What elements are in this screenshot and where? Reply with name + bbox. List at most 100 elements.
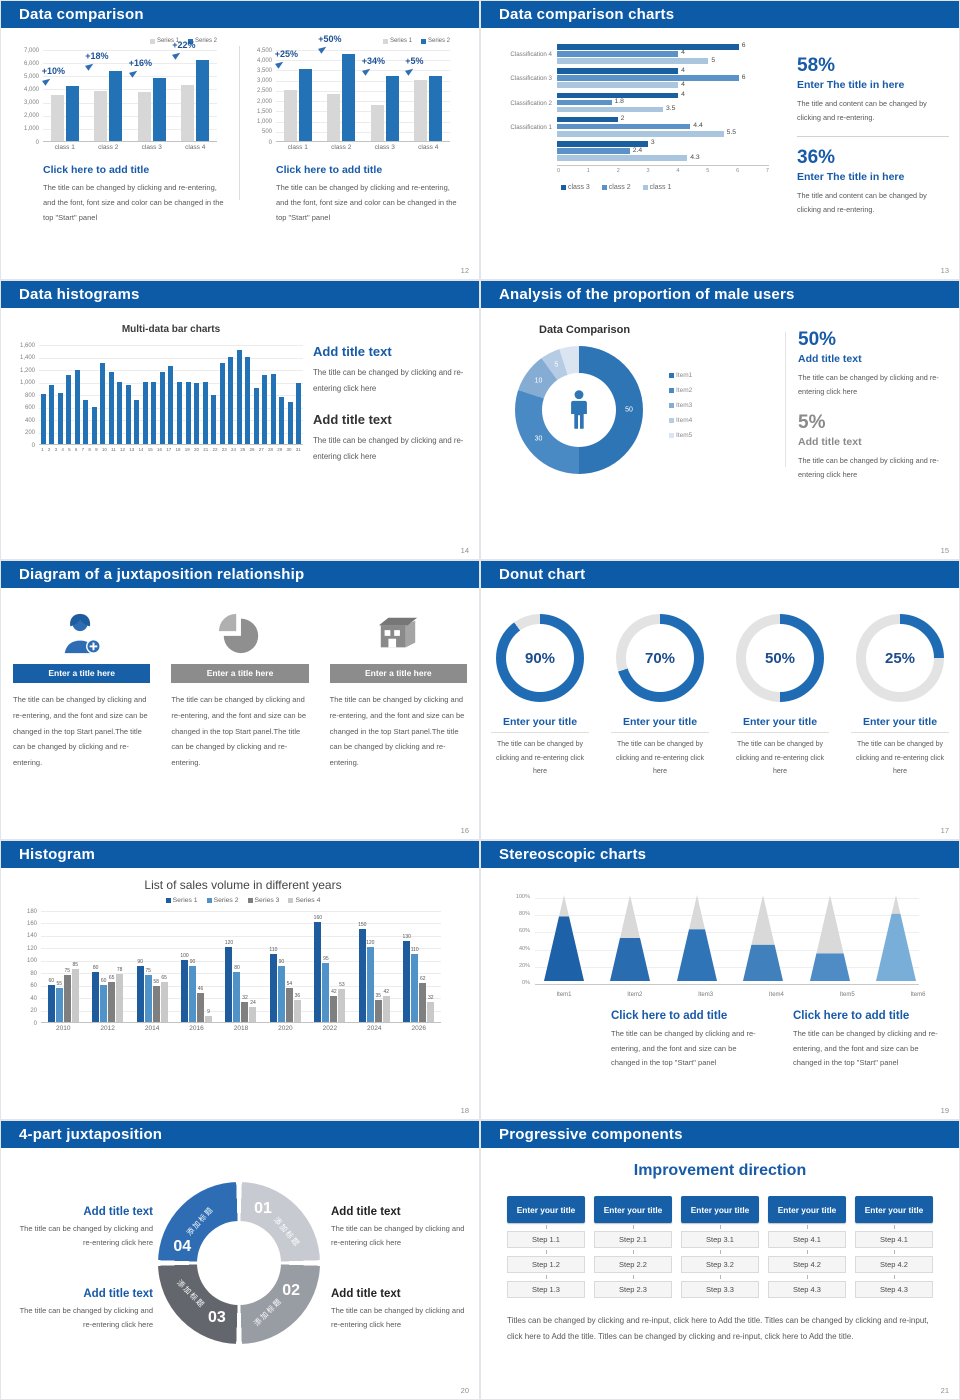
bar: 120 [366, 941, 374, 1022]
x-axis-label: Item1 [556, 992, 572, 998]
hbar-stack: 2 4.4 5.5 [557, 115, 737, 138]
x-axis-label: 2 [47, 447, 51, 452]
bar-value-label: 90 [137, 959, 143, 965]
y-axis-label: 100 [26, 958, 37, 965]
bar-value-label: 46 [197, 986, 204, 993]
stats-column: 50% Add title text The title can be chan… [798, 320, 948, 483]
donut-area: 50 30 10 5 Item1 Item2 Item3 Item4 Item5 [493, 346, 781, 474]
bar-value-label: 90 [189, 959, 196, 965]
x-axis-label: 2020 [278, 1025, 293, 1032]
bar-value-label: 90 [278, 959, 285, 965]
text-block: Add title text The title can be changed … [331, 1206, 471, 1251]
hbar [557, 44, 739, 50]
bar-group: +18% [85, 50, 123, 141]
connector-dot [632, 1250, 634, 1254]
bar: 46 [197, 987, 205, 1022]
bar-group [57, 345, 63, 444]
legend-label: Series 2 [427, 38, 450, 44]
pyramid-shape [809, 895, 850, 981]
x-axis-labels: 2010 2012 2014 2016 2018 2020 2022 2024 2026 [41, 1025, 441, 1033]
bar-group: +50% [318, 35, 356, 141]
category-label: Classification 1 [510, 123, 552, 131]
step-box: Step 1.3 [507, 1281, 585, 1298]
bar: 58 [152, 979, 160, 1022]
y-axis-label: 500 [261, 129, 272, 136]
y-axis-label: 1,000 [256, 119, 272, 126]
bar-value-label: 95 [323, 955, 329, 962]
hbar-line: 4 [557, 81, 745, 88]
gridline [276, 50, 450, 51]
legend-swatch [206, 898, 212, 903]
arrow-up-icon [41, 76, 52, 86]
hbar-value-label: 2.4 [632, 146, 643, 154]
y-axis-label: 1,400 [19, 355, 35, 361]
hbar [557, 148, 630, 154]
bar [177, 381, 182, 444]
gridline [276, 60, 450, 62]
bar: 75 [63, 969, 71, 1022]
x-axis: 0 1 2 3 4 5 6 7 [557, 165, 769, 174]
connector-dot [632, 1225, 634, 1229]
block-title: Click here to add title [276, 163, 383, 176]
bar-value-label: 75 [64, 968, 70, 975]
bar-value-label: 32 [427, 995, 434, 1002]
bar: 95 [322, 956, 330, 1022]
bar-group [194, 345, 200, 444]
bar-group: 130 110 62 32 [403, 911, 435, 1022]
x-axis-labels: class 1 class 2 class 3 class 4 [43, 144, 217, 152]
bar [49, 384, 55, 444]
x-axis-labels: 1 2 3 4 5 6 7 8 9 10 11 12 13 14 15 16 17 18 19 20 21 22 23 24 2… [39, 447, 303, 453]
legend-swatch [669, 403, 674, 408]
bar-value-label: 42 [331, 988, 337, 995]
x-axis-label: 31 [295, 447, 301, 452]
x-axis-label: 30 [286, 447, 292, 452]
column-2: Enter a title here The title can be chan… [171, 602, 309, 771]
bar-group [74, 345, 80, 444]
hbar-value-label: 5 [711, 56, 716, 64]
slide-19-stereoscopic-charts: Stereoscopic charts 100% 80% 60% 40% 20% 0% It… [480, 840, 960, 1120]
hbar-line: 4 [557, 67, 745, 74]
x-axis-tick: 2 [616, 168, 620, 175]
y-axis-label: 4,500 [256, 47, 272, 54]
column-body: The title can be changed by clicking and… [13, 695, 148, 767]
step-box: Step 4.3 [855, 1281, 933, 1298]
column-header: Enter your title [768, 1196, 846, 1223]
growth-annotation: +25% [275, 50, 298, 70]
hbar [557, 68, 679, 74]
slide-header: Data comparison charts [481, 1, 959, 28]
bar [270, 374, 276, 444]
x-axis-label: 27 [258, 447, 264, 452]
connector-dot [719, 1250, 721, 1254]
block-body: The title can be changed by clicking and… [331, 1306, 465, 1330]
gridline [43, 63, 217, 65]
y-axis-label: 40 [30, 995, 37, 1002]
pyramid-item [674, 893, 720, 988]
bar-group [296, 345, 302, 444]
gridline [276, 70, 450, 72]
hbar-value-label: 5.5 [726, 129, 737, 137]
legend-swatch [187, 38, 193, 44]
legend-item: class 2 [601, 184, 631, 191]
legend-item: Series 2 [420, 38, 450, 44]
slide-title: Donut chart [499, 566, 586, 583]
title-bar: Enter a title here [13, 664, 151, 683]
bar-group [262, 345, 268, 444]
connector-dot [806, 1250, 808, 1254]
slide-content: Series 1 Series 2 +10% +18% +16% +22% 7,000 6,0… [1, 28, 479, 226]
gridline [276, 90, 450, 92]
hbar-stack: 3 2.4 4.3 [557, 140, 700, 162]
bar [327, 94, 341, 141]
block-title: Add title text [331, 1206, 401, 1218]
gridline [43, 115, 217, 117]
bar-group [142, 345, 148, 444]
gridline [39, 357, 303, 359]
block-body: The title can be changed by clicking and… [19, 1224, 153, 1248]
bar [296, 382, 302, 444]
x-axis-label: 1 [41, 447, 44, 452]
y-axis-label: 200 [24, 430, 35, 436]
hbar-value-label: 3.5 [666, 105, 676, 113]
hbar-group: Classification 3 4 6 4 [495, 67, 791, 89]
page-number: 15 [940, 546, 949, 555]
block-body: The title can be changed by clicking and… [19, 1306, 153, 1330]
